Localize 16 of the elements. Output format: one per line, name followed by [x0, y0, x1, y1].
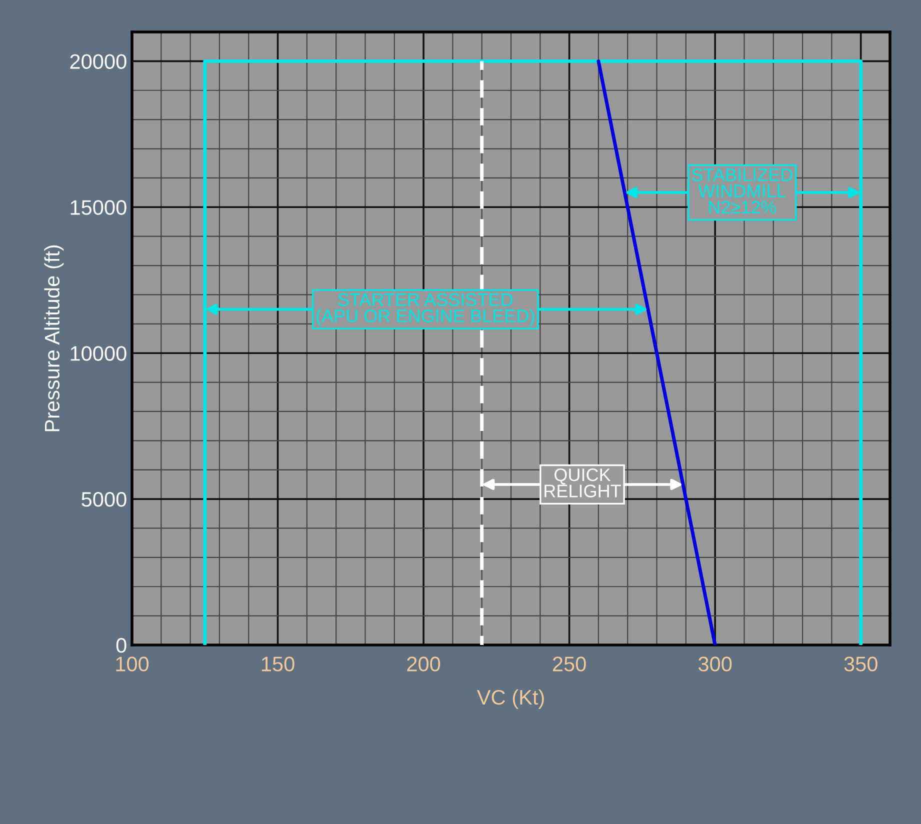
y-tick-label: 5000 — [82, 492, 126, 507]
annotation: QUICK RELIGHT — [544, 468, 621, 498]
y-axis-title: Pressure Altitude (ft) — [44, 245, 64, 432]
annotation: STARTER ASSISTED (APU OR ENGINE BLEED) — [316, 293, 534, 326]
x-tick-label: 250 — [552, 656, 586, 672]
x-tick-label: 150 — [262, 656, 294, 672]
x-tick-label: 200 — [407, 656, 440, 672]
y-tick-label: 15000 — [70, 200, 126, 215]
x-tick-label: 100 — [116, 656, 149, 672]
x-tick-label: 300 — [698, 656, 732, 672]
y-tick-label: 20000 — [70, 54, 126, 69]
y-tick-label: 0 — [116, 638, 126, 653]
x-tick-label: 350 — [844, 656, 878, 672]
x-axis-title: VC (Kt) — [476, 689, 544, 709]
annotation: STABILIZED WINDMILL N2≥12% — [692, 168, 792, 214]
y-tick-label: 10000 — [70, 346, 126, 361]
